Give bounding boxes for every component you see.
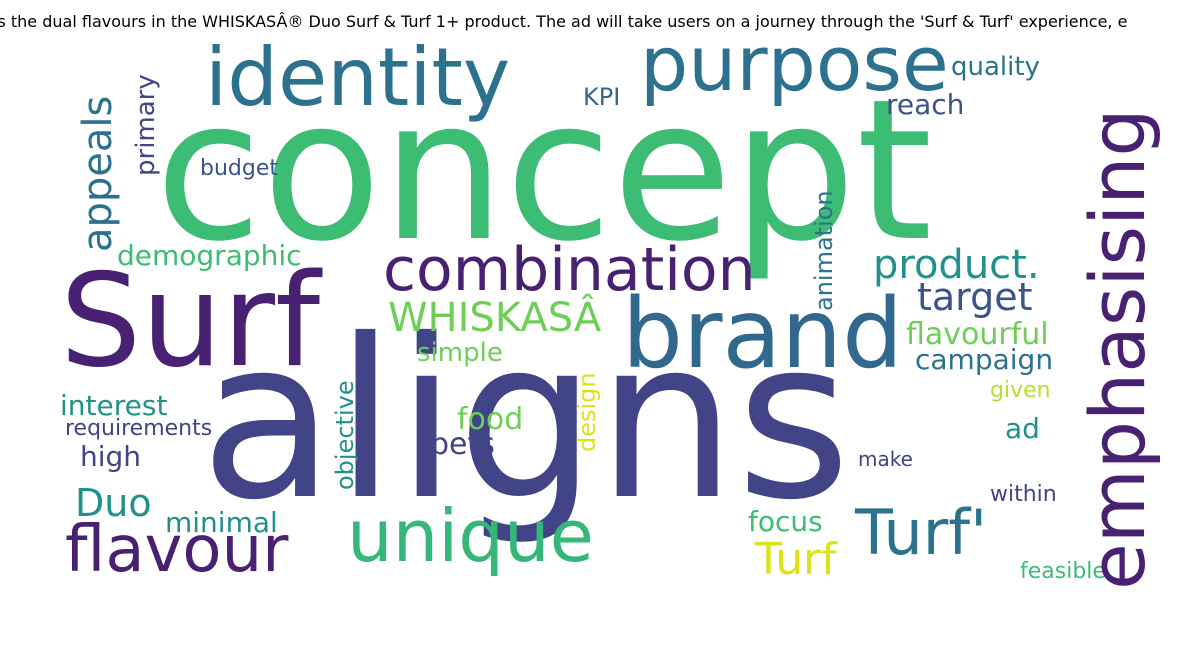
word-given: given [990,378,1051,403]
word-focus: focus [748,505,823,538]
word-primary-text: primary [131,74,161,176]
word-design-text: design [573,372,601,452]
word-minimal: minimal [165,506,278,539]
word-whiskas: WHISKASÂ [388,295,602,341]
word-campaign: campaign [915,343,1054,376]
word-within: within [990,482,1057,507]
word-turf: Turf [755,534,837,585]
word-reach: reach [886,88,965,121]
word-identity: identity [205,31,511,124]
word-purpose: purpose [640,19,949,108]
word-budget: budget [200,156,278,181]
word-kpi: KPI [583,83,621,111]
word-flavourful: flavourful [906,317,1049,352]
word-product: product. [873,242,1040,288]
word-design: design [573,372,655,476]
word-animation-text: animation [810,190,838,311]
word-quality: quality [951,52,1040,82]
word-primary: primary [131,74,235,202]
word-interest: interest [60,389,168,422]
word-cloud: lights the dual flavours in the WHISKASÂ… [0,12,1162,591]
word-pets: pets [430,427,495,462]
word-food: food [457,402,524,437]
word-appeals-text: appeals [75,95,121,252]
word-emphasising: emphasising [1073,108,1200,666]
word-objective-text: objective [331,380,359,490]
word-feasible: feasible [1020,559,1106,584]
word-make: make [858,447,913,471]
word-high: high [80,440,142,473]
word-duo: Duo [75,481,152,525]
word-aligns: aligns [200,292,851,548]
word-demographic: demographic [117,239,302,272]
word-target: target [917,275,1033,319]
word-ad: ad [1005,412,1040,445]
word-appeals: appeals [75,96,234,292]
word-simple: simple [417,338,503,368]
word-flavour: flavour [65,513,289,587]
word-combination: combination [383,235,756,305]
word-objective: objective [331,380,443,514]
word-concept: concept [155,57,933,284]
word-animation: animation [810,190,933,335]
word-turf-quote: Turf' [855,496,988,569]
word-requirements: requirements [65,416,213,441]
caption-text: lights the dual flavours in the WHISKASÂ… [0,12,1128,31]
word-emphasising-text: emphasising [1073,108,1162,590]
word-brand: brand [622,278,904,390]
word-unique: unique [347,494,594,578]
word-surf: Surf [60,247,321,396]
